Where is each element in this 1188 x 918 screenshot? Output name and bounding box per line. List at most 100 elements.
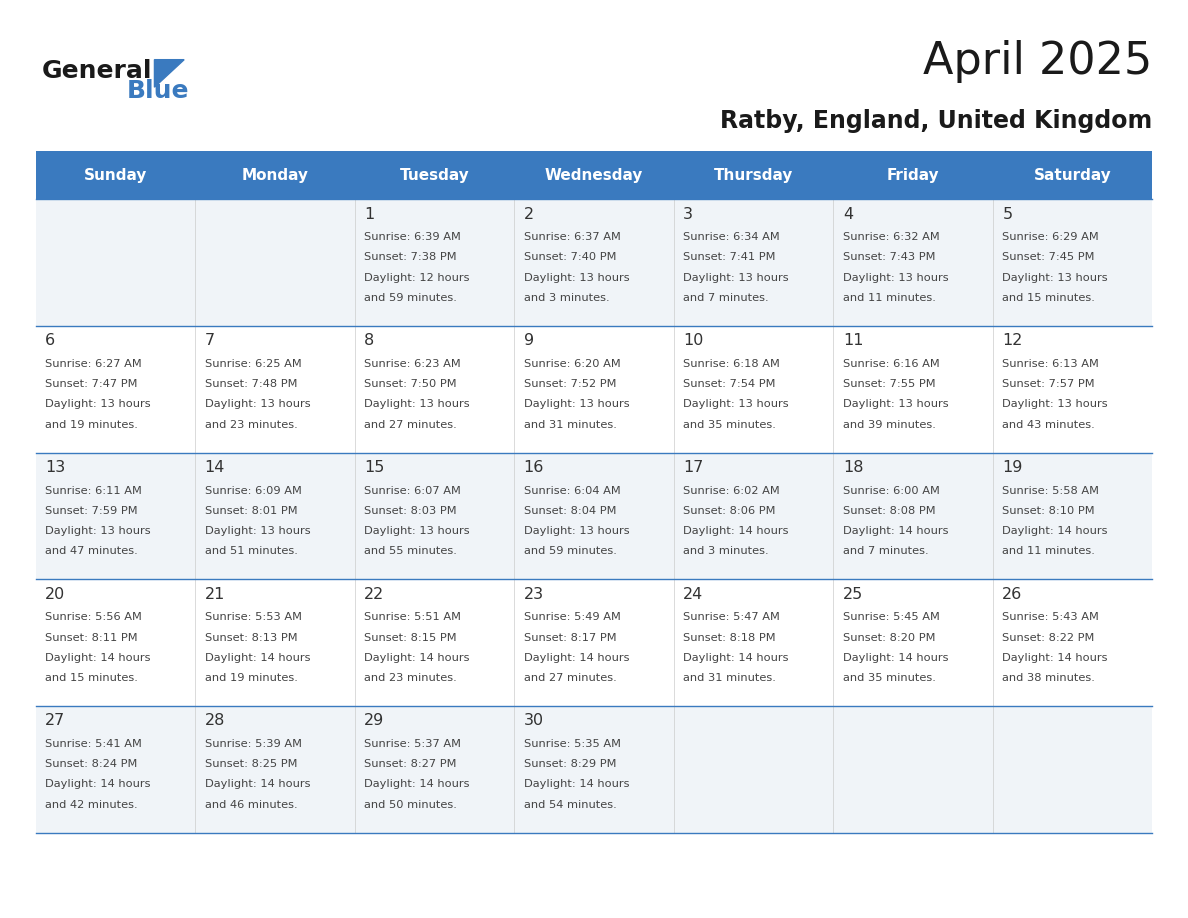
- Text: Sunset: 8:03 PM: Sunset: 8:03 PM: [365, 506, 457, 516]
- Text: Daylight: 14 hours: Daylight: 14 hours: [365, 653, 469, 663]
- Text: Sunset: 8:18 PM: Sunset: 8:18 PM: [683, 633, 776, 643]
- Text: Sunrise: 6:34 AM: Sunrise: 6:34 AM: [683, 232, 781, 242]
- Text: and 47 minutes.: and 47 minutes.: [45, 546, 138, 556]
- Text: Sunset: 7:38 PM: Sunset: 7:38 PM: [365, 252, 457, 263]
- Text: Daylight: 13 hours: Daylight: 13 hours: [204, 526, 310, 536]
- Text: Sunset: 8:11 PM: Sunset: 8:11 PM: [45, 633, 138, 643]
- Text: Sunset: 7:54 PM: Sunset: 7:54 PM: [683, 379, 776, 389]
- Text: Daylight: 13 hours: Daylight: 13 hours: [524, 526, 630, 536]
- Text: 8: 8: [365, 333, 374, 348]
- Text: and 35 minutes.: and 35 minutes.: [842, 673, 936, 683]
- Text: Sunset: 8:08 PM: Sunset: 8:08 PM: [842, 506, 935, 516]
- Text: 7: 7: [204, 333, 215, 348]
- Text: and 3 minutes.: and 3 minutes.: [524, 293, 609, 303]
- Text: and 31 minutes.: and 31 minutes.: [524, 420, 617, 430]
- Text: Daylight: 13 hours: Daylight: 13 hours: [524, 273, 630, 283]
- Text: Daylight: 13 hours: Daylight: 13 hours: [1003, 273, 1108, 283]
- Text: and 55 minutes.: and 55 minutes.: [365, 546, 457, 556]
- Text: 23: 23: [524, 587, 544, 601]
- Text: Wednesday: Wednesday: [545, 168, 643, 183]
- Text: 25: 25: [842, 587, 862, 601]
- Text: Daylight: 14 hours: Daylight: 14 hours: [683, 526, 789, 536]
- Text: 26: 26: [1003, 587, 1023, 601]
- Text: Sunrise: 5:47 AM: Sunrise: 5:47 AM: [683, 612, 781, 622]
- Text: Sunset: 8:15 PM: Sunset: 8:15 PM: [365, 633, 457, 643]
- Text: Sunrise: 5:49 AM: Sunrise: 5:49 AM: [524, 612, 620, 622]
- Text: 11: 11: [842, 333, 864, 348]
- Text: Sunrise: 6:07 AM: Sunrise: 6:07 AM: [365, 486, 461, 496]
- FancyBboxPatch shape: [36, 579, 1152, 706]
- Text: 15: 15: [365, 460, 385, 475]
- Text: Daylight: 13 hours: Daylight: 13 hours: [45, 526, 151, 536]
- Text: Sunrise: 6:32 AM: Sunrise: 6:32 AM: [842, 232, 940, 242]
- Text: and 59 minutes.: and 59 minutes.: [524, 546, 617, 556]
- Text: and 50 minutes.: and 50 minutes.: [365, 800, 457, 810]
- Text: Daylight: 13 hours: Daylight: 13 hours: [842, 399, 948, 409]
- Text: 5: 5: [1003, 207, 1012, 221]
- Text: and 3 minutes.: and 3 minutes.: [683, 546, 769, 556]
- Text: Sunrise: 5:35 AM: Sunrise: 5:35 AM: [524, 739, 621, 749]
- Text: 10: 10: [683, 333, 703, 348]
- Text: 6: 6: [45, 333, 56, 348]
- FancyBboxPatch shape: [36, 706, 1152, 833]
- Text: Sunrise: 6:25 AM: Sunrise: 6:25 AM: [204, 359, 302, 369]
- Text: Daylight: 14 hours: Daylight: 14 hours: [204, 779, 310, 789]
- Text: Sunset: 7:48 PM: Sunset: 7:48 PM: [204, 379, 297, 389]
- Text: and 19 minutes.: and 19 minutes.: [45, 420, 138, 430]
- Text: 2: 2: [524, 207, 533, 221]
- Text: Daylight: 12 hours: Daylight: 12 hours: [365, 273, 469, 283]
- Text: Daylight: 14 hours: Daylight: 14 hours: [1003, 526, 1108, 536]
- Text: and 7 minutes.: and 7 minutes.: [683, 293, 769, 303]
- Text: 28: 28: [204, 713, 225, 728]
- Text: Daylight: 13 hours: Daylight: 13 hours: [524, 399, 630, 409]
- Text: Sunrise: 6:11 AM: Sunrise: 6:11 AM: [45, 486, 143, 496]
- Text: Tuesday: Tuesday: [399, 168, 469, 183]
- Text: Sunset: 7:57 PM: Sunset: 7:57 PM: [1003, 379, 1095, 389]
- Text: Sunrise: 6:16 AM: Sunrise: 6:16 AM: [842, 359, 940, 369]
- Text: Sunrise: 6:13 AM: Sunrise: 6:13 AM: [1003, 359, 1099, 369]
- Text: Sunset: 8:29 PM: Sunset: 8:29 PM: [524, 759, 617, 769]
- Text: Sunset: 8:24 PM: Sunset: 8:24 PM: [45, 759, 138, 769]
- Text: Sunrise: 6:27 AM: Sunrise: 6:27 AM: [45, 359, 141, 369]
- Text: 12: 12: [1003, 333, 1023, 348]
- Text: Sunset: 7:41 PM: Sunset: 7:41 PM: [683, 252, 776, 263]
- Text: Sunset: 7:55 PM: Sunset: 7:55 PM: [842, 379, 935, 389]
- Text: Sunrise: 5:45 AM: Sunrise: 5:45 AM: [842, 612, 940, 622]
- Text: Thursday: Thursday: [714, 168, 794, 183]
- Text: Sunset: 7:47 PM: Sunset: 7:47 PM: [45, 379, 138, 389]
- Text: 13: 13: [45, 460, 65, 475]
- Text: Blue: Blue: [127, 79, 190, 103]
- Text: 14: 14: [204, 460, 225, 475]
- Text: 30: 30: [524, 713, 544, 728]
- Text: Sunset: 8:25 PM: Sunset: 8:25 PM: [204, 759, 297, 769]
- Text: Sunrise: 6:37 AM: Sunrise: 6:37 AM: [524, 232, 620, 242]
- Text: Sunrise: 6:09 AM: Sunrise: 6:09 AM: [204, 486, 302, 496]
- Text: Sunset: 7:43 PM: Sunset: 7:43 PM: [842, 252, 935, 263]
- Text: and 39 minutes.: and 39 minutes.: [842, 420, 936, 430]
- Text: Friday: Friday: [886, 168, 940, 183]
- Text: Sunset: 8:27 PM: Sunset: 8:27 PM: [365, 759, 456, 769]
- Text: Daylight: 14 hours: Daylight: 14 hours: [683, 653, 789, 663]
- Text: and 11 minutes.: and 11 minutes.: [1003, 546, 1095, 556]
- Text: Daylight: 13 hours: Daylight: 13 hours: [683, 273, 789, 283]
- Text: and 46 minutes.: and 46 minutes.: [204, 800, 297, 810]
- Text: Sunrise: 5:53 AM: Sunrise: 5:53 AM: [204, 612, 302, 622]
- Text: Sunset: 7:52 PM: Sunset: 7:52 PM: [524, 379, 617, 389]
- Text: 24: 24: [683, 587, 703, 601]
- Text: Sunrise: 5:43 AM: Sunrise: 5:43 AM: [1003, 612, 1099, 622]
- Text: Daylight: 14 hours: Daylight: 14 hours: [45, 779, 151, 789]
- Text: 16: 16: [524, 460, 544, 475]
- Text: and 42 minutes.: and 42 minutes.: [45, 800, 138, 810]
- Text: 17: 17: [683, 460, 703, 475]
- Text: and 38 minutes.: and 38 minutes.: [1003, 673, 1095, 683]
- Text: Sunset: 7:45 PM: Sunset: 7:45 PM: [1003, 252, 1095, 263]
- Text: 27: 27: [45, 713, 65, 728]
- Text: Saturday: Saturday: [1034, 168, 1112, 183]
- Text: Sunset: 7:59 PM: Sunset: 7:59 PM: [45, 506, 138, 516]
- Text: Daylight: 14 hours: Daylight: 14 hours: [1003, 653, 1108, 663]
- Text: and 27 minutes.: and 27 minutes.: [524, 673, 617, 683]
- Text: Sunrise: 5:39 AM: Sunrise: 5:39 AM: [204, 739, 302, 749]
- Text: and 51 minutes.: and 51 minutes.: [204, 546, 297, 556]
- Text: and 59 minutes.: and 59 minutes.: [365, 293, 457, 303]
- Text: Daylight: 13 hours: Daylight: 13 hours: [683, 399, 789, 409]
